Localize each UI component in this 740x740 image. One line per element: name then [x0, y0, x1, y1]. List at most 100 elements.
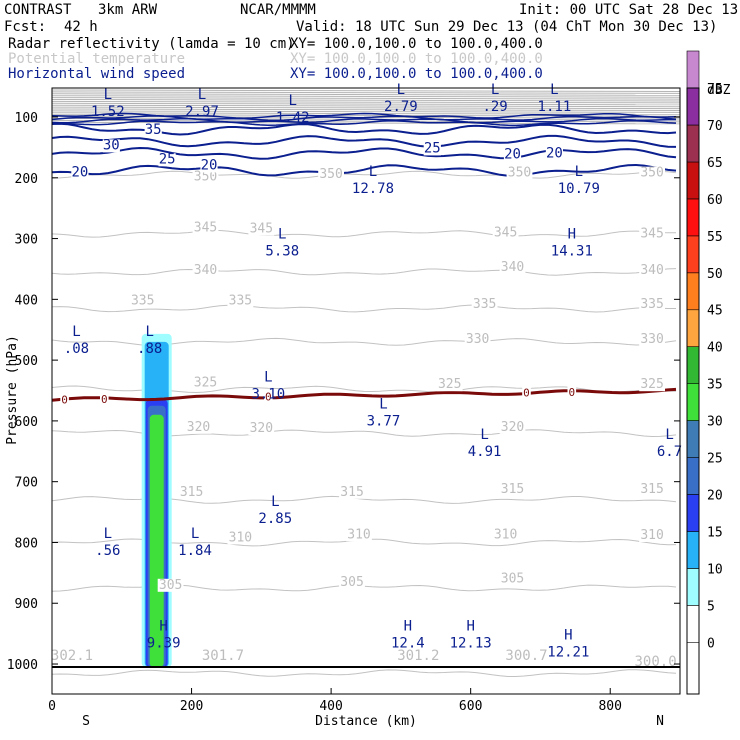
x-tick-label: 600 [459, 699, 482, 714]
x-axis-title: Distance (km) [315, 714, 417, 729]
x-end-label-right: N [656, 714, 664, 729]
colorbar-swatch [686, 457, 700, 495]
extremum-value: 12.13 [450, 636, 492, 652]
wind-label-bg [102, 139, 120, 153]
theta-label: 345 [494, 225, 517, 240]
theta-label: 305 [340, 575, 363, 590]
field-wind-xy: XY= 100.0,100.0 to 100.0,400.0 [290, 66, 543, 82]
surface-theta-label: 300.7 [505, 648, 547, 664]
extremum-value: 9.39 [147, 636, 181, 652]
colorbar-swatch [686, 272, 700, 311]
theta-label: 340 [501, 260, 524, 275]
freezing-label: 0 [265, 390, 272, 403]
jet-core-isotach [51, 117, 676, 124]
extremum-kind: H [466, 619, 474, 635]
extremum-kind: L [397, 82, 405, 98]
theta-label-bg [506, 166, 533, 180]
model-config: 3km ARW [98, 2, 158, 18]
extremum-kind: L [264, 369, 272, 385]
upper-isentrope [51, 95, 681, 98]
theta-label-bg [129, 294, 156, 308]
freezing-label-bg [522, 386, 531, 400]
isentrope-345 [51, 230, 677, 238]
wind-label-bg [200, 159, 218, 173]
freezing-label: 0 [101, 393, 108, 406]
isentrope-340 [51, 268, 677, 276]
theta-label: 340 [194, 263, 217, 278]
theta-label-bg [639, 378, 665, 392]
theta-label-bg [639, 529, 665, 542]
theta-label: 325 [194, 375, 217, 390]
theta-label-bg [499, 482, 526, 496]
upper-isentrope [51, 100, 681, 104]
theta-label-bg [178, 485, 205, 499]
isotach-25 [51, 146, 677, 160]
colorbar-swatch [686, 309, 700, 348]
extremum-kind: L [369, 164, 377, 180]
isentrope-335 [51, 304, 676, 313]
extremum-kind: L [145, 324, 153, 340]
theta-label-bg [192, 170, 219, 184]
theta-label: 320 [250, 421, 273, 436]
field-theta-name: Potential temperature [8, 51, 186, 67]
theta-label: 350 [640, 166, 663, 181]
jet-core-isotach [51, 119, 677, 127]
colorbar-swatch [686, 124, 700, 163]
theta-label: 340 [640, 263, 663, 278]
theta-label: 315 [180, 485, 203, 500]
extremum-value: 6.7 [657, 444, 682, 460]
theta-label-bg [346, 528, 372, 542]
x-tick-label: 0 [48, 699, 56, 714]
theta-label-bg [499, 572, 526, 586]
extremum-kind: L [198, 87, 206, 103]
valid-time: Valid: 18 UTC Sun 29 Dec 13 (04 ChT Mon … [296, 19, 718, 35]
colorbar-swatch [686, 346, 700, 385]
x-tick-label: 800 [598, 699, 621, 714]
theta-label: 310 [640, 528, 663, 543]
forecast-hour: 42 h [64, 19, 98, 35]
extremum-kind: L [575, 164, 583, 180]
upper-isentrope [51, 108, 681, 111]
isotach-30 [51, 134, 677, 148]
extremum-kind: L [379, 397, 387, 413]
theta-label: 315 [640, 482, 663, 497]
extremum-value: 12.78 [352, 181, 394, 197]
isotach-20 [51, 163, 677, 177]
theta-label-bg [248, 422, 275, 435]
extremum-value: 2.97 [185, 104, 219, 120]
x-tick-label: 200 [180, 699, 203, 714]
y-tick-label: 400 [15, 293, 38, 308]
y-tick-label: 1000 [7, 658, 38, 673]
jet-core-isotach [51, 112, 677, 119]
extremum-kind: L [191, 526, 199, 542]
freezing-label-bg [264, 390, 273, 404]
colorbar-swatch [686, 383, 700, 421]
colorbar-swatch [686, 604, 700, 643]
colorbar-level-label: 0 [707, 636, 715, 651]
field-reflectivity-name: Radar reflectivity (lamda = 10 cm) [8, 36, 295, 52]
extremum-kind: L [491, 82, 499, 98]
freezing-label-bg [100, 392, 109, 406]
freezing-label: 0 [61, 393, 68, 406]
colorbar-level-label: 35 [707, 378, 723, 393]
freezing-label-bg [567, 386, 577, 400]
upper-isentrope [51, 91, 681, 94]
wind-label: 20 [546, 145, 563, 161]
wind-label: 25 [159, 151, 176, 167]
colorbar-unit: dBZ [707, 83, 731, 98]
field-wind-name: Horizontal wind speed [8, 66, 186, 82]
plot-frame [51, 87, 681, 695]
theta-label-bg [492, 226, 519, 240]
x-tick-label: 400 [319, 699, 342, 714]
extremum-value: 14.31 [551, 244, 593, 260]
wind-label-bg [158, 153, 176, 167]
theta-label-bg [157, 578, 184, 592]
y-tick-label: 800 [15, 536, 38, 551]
colorbar-level-label: 55 [707, 230, 723, 245]
extremum-value: 1.11 [538, 99, 572, 115]
theta-label-bg [639, 298, 665, 311]
upper-isentrope [51, 97, 681, 100]
theta-label-bg [639, 227, 665, 241]
extremum-value: .56 [95, 543, 120, 559]
